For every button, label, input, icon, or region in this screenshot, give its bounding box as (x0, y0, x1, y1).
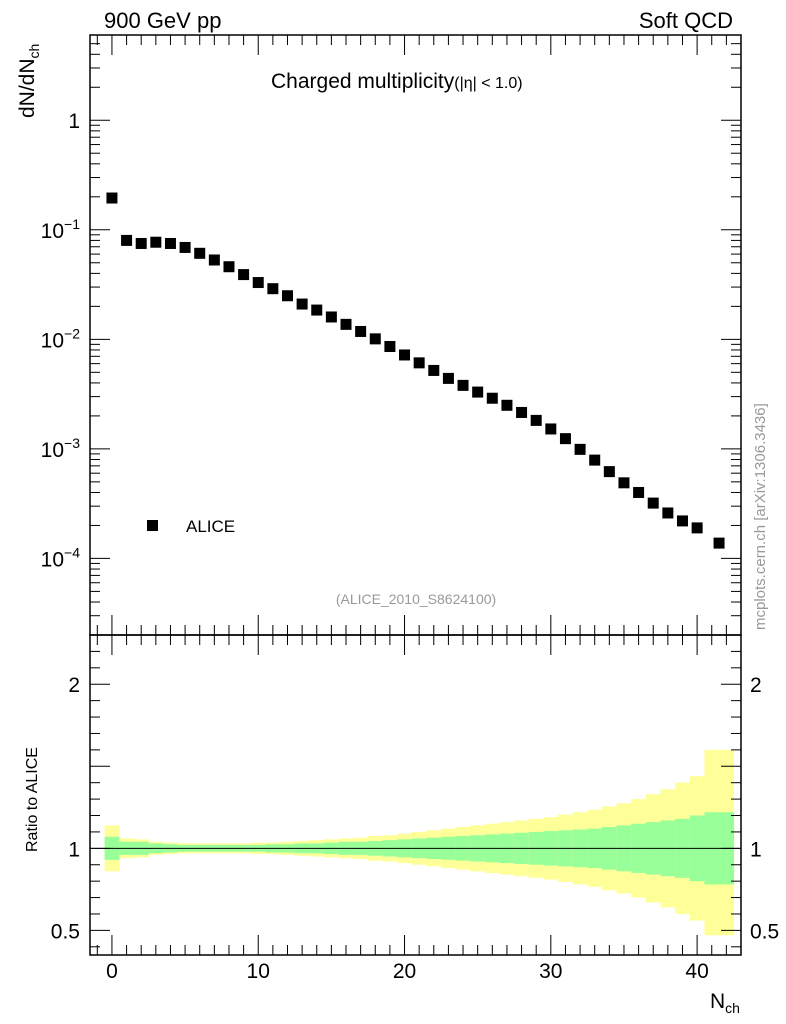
header-left: 900 GeV pp (104, 8, 221, 33)
data-point (486, 392, 498, 404)
data-point (545, 423, 557, 435)
data-point (106, 192, 118, 204)
main-panel: 1 10−1 10−2 10−3 10−4 Charged multiplicity(|… (16, 34, 742, 636)
main-y-axis-label: dN/dNch (16, 44, 42, 118)
ratio-bands (104, 749, 735, 936)
data-point (501, 399, 513, 411)
ratio-ticks: 0.5 0.51 12 20 10 20 30 40 (51, 634, 779, 983)
main-frame (89, 34, 742, 636)
main-y-tick-label: 10−3 (41, 435, 81, 462)
side-note: mcplots.cern.ch [arXiv:1306.3436] (752, 403, 769, 630)
data-point (647, 497, 659, 509)
data-point (194, 247, 206, 259)
ratio-y-tick-label-right: 0.5 (750, 920, 779, 943)
data-point (252, 277, 264, 289)
data-point (238, 269, 250, 281)
x-tick-label: 10 (247, 960, 270, 983)
data-point (325, 311, 337, 323)
ratio-y-tick-label: 2 (68, 674, 80, 697)
main-y-tick-label: 1 (68, 110, 80, 133)
main-y-tick-label: 10−4 (41, 544, 81, 571)
data-point (369, 333, 381, 345)
main-y-axis-label-sub: ch (26, 44, 42, 59)
data-point (340, 318, 352, 330)
ratio-y-tick-label: 0.5 (51, 920, 80, 943)
data-point (281, 290, 293, 302)
x-axis-label-sub: ch (725, 1000, 740, 1016)
data-point (457, 379, 469, 391)
x-tick-label: 40 (685, 960, 708, 983)
main-y-tick-label: 10−2 (41, 325, 81, 352)
data-point (399, 349, 411, 361)
data-point (179, 241, 191, 253)
data-point (559, 433, 571, 445)
ratio-y-tick-label-right: 2 (750, 674, 762, 697)
ratio-y-tick-label-right: 1 (750, 838, 762, 861)
data-point (413, 357, 425, 369)
data-point (267, 283, 279, 295)
data-point (208, 254, 220, 266)
ratio-y-tick-label: 1 (68, 838, 80, 861)
main-markers (106, 192, 725, 549)
data-point (135, 237, 147, 249)
main-y-tick-label: 10−1 (41, 216, 81, 243)
data-point (589, 454, 601, 466)
main-title-suffix: (|η| < 1.0) (454, 75, 522, 92)
main-y-ticks: 1 10−1 10−2 10−3 10−4 (41, 34, 742, 636)
data-point (311, 304, 323, 316)
data-point (662, 507, 674, 519)
legend-label: ALICE (186, 517, 235, 536)
data-point (472, 386, 484, 398)
data-point (150, 236, 162, 248)
legend-marker (147, 520, 158, 531)
main-title-text: Charged multiplicity (271, 70, 455, 93)
data-point (691, 522, 703, 534)
data-point (603, 466, 615, 478)
x-tick-label: 30 (539, 960, 562, 983)
header-right: Soft QCD (639, 8, 733, 33)
data-point (164, 237, 176, 249)
data-point (384, 341, 396, 353)
data-point (676, 515, 688, 527)
main-title: Charged multiplicity(|η| < 1.0) (271, 70, 523, 93)
ratio-y-axis-label: Ratio to ALICE (24, 747, 41, 852)
x-axis-label: Nch (710, 990, 740, 1016)
data-point (355, 325, 367, 337)
data-point (442, 372, 454, 384)
data-point (713, 537, 725, 549)
data-point (516, 406, 528, 418)
ratio-panel: 0.5 0.51 12 20 10 20 30 40 Ratio to ALICE Nch (24, 634, 779, 1016)
x-tick-label: 20 (393, 960, 416, 983)
x-axis-label-text: N (710, 990, 725, 1013)
data-point (574, 443, 586, 455)
data-point (296, 298, 308, 310)
data-point (121, 234, 133, 246)
data-point (618, 477, 630, 489)
data-point (223, 261, 235, 273)
data-point (633, 486, 645, 498)
data-point (530, 414, 542, 426)
ratio-frame (89, 634, 742, 956)
main-y-axis-label-text: dN/dN (16, 58, 39, 118)
data-point (428, 364, 440, 376)
x-tick-label: 0 (106, 960, 118, 983)
analysis-tag: (ALICE_2010_S8624100) (336, 591, 496, 607)
